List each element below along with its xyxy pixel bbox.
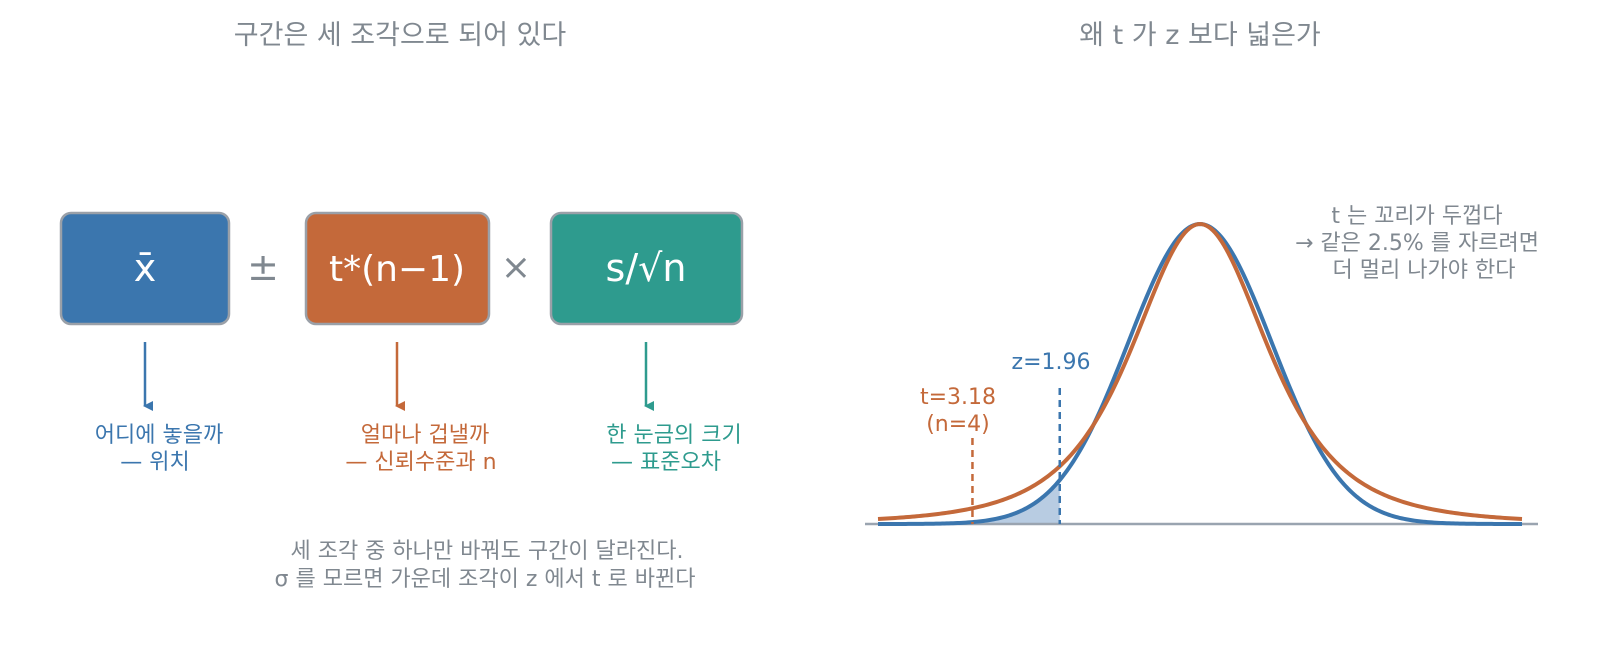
z-tail-shaded-area [878, 480, 1060, 524]
note-line1: 세 조각 중 하나만 바꿔도 구간이 달라진다. [290, 539, 683, 564]
t-distribution-curve [877, 221, 1523, 522]
xbar-box [59, 211, 231, 326]
t-star-box [304, 211, 491, 326]
tail-annotation-line1: t 는 꼬리가 두껍다 [1331, 204, 1502, 229]
times-operator: × [501, 247, 531, 288]
tail-annotation-line3: 더 멀리 나가야 한다 [1333, 258, 1516, 283]
left-panel-title: 구간은 세 조각으로 되어 있다 [234, 20, 567, 51]
standard-error-box-label: s/√n [606, 246, 687, 290]
t-star-box-label: t*(n−1) [329, 249, 465, 290]
standard-error-box [549, 211, 744, 326]
t-critical-label-line2: (n=4) [926, 412, 990, 437]
right-panel-title: 왜 t 가 z 보다 넓은가 [1079, 20, 1321, 51]
xbar-caption-line2: — 위치 [120, 450, 189, 475]
plus-minus-operator: ± [247, 245, 279, 289]
z-critical-label: z=1.96 [1012, 350, 1091, 375]
xbar-box-label: x̄ [134, 246, 157, 290]
standard-error-caption-line1: 한 눈금의 크기 [606, 423, 741, 448]
t-critical-label-line1: t=3.18 [920, 385, 996, 410]
t-star-caption-line1: 얼마나 겁낼까 [361, 423, 489, 448]
xbar-caption-line1: 어디에 놓을까 [95, 423, 223, 448]
t-star-caption-line2: — 신뢰수준과 n [345, 450, 496, 475]
distribution-chart [865, 221, 1538, 526]
tail-annotation-line2: → 같은 2.5% 를 자르려면 [1295, 231, 1539, 256]
standard-error-caption-line2: — 표준오차 [611, 450, 721, 475]
note-line2: σ 를 모르면 가운데 조각이 z 에서 t 로 바뀐다 [275, 567, 696, 592]
